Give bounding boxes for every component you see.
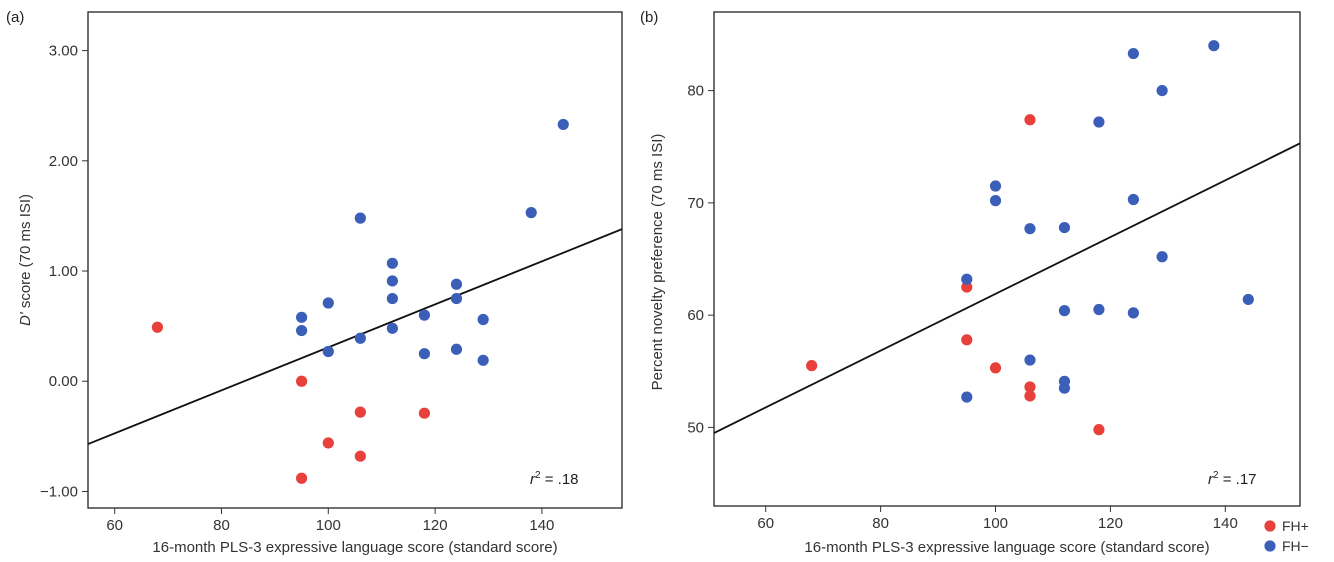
fh-minus-point xyxy=(386,275,398,287)
fh-minus-point xyxy=(1127,307,1139,319)
fh-minus-point xyxy=(386,292,398,305)
y-tick-label: 60 xyxy=(687,307,704,324)
fh-minus-point xyxy=(1093,303,1105,316)
y-tick-label: 2.00 xyxy=(49,153,78,170)
fh-minus-point xyxy=(296,324,308,337)
fh-plus-point xyxy=(296,472,308,484)
fh-minus-point xyxy=(477,354,489,366)
x-tick-label: 140 xyxy=(1213,515,1238,532)
x-tick-label: 60 xyxy=(757,515,774,532)
legend-swatch-fh-plus xyxy=(1264,520,1276,532)
fh-minus-point xyxy=(557,118,569,131)
fh-minus-point xyxy=(1058,382,1071,394)
fh-plus-point xyxy=(322,437,334,449)
legend: FH+ FH− xyxy=(1264,518,1309,554)
y-axis-title: D' score (70 ms ISI) xyxy=(17,194,34,326)
fh-minus-point xyxy=(1208,40,1220,52)
fh-minus-point xyxy=(296,311,308,323)
x-tick-label: 140 xyxy=(529,517,554,534)
fh-minus-point xyxy=(450,343,463,355)
plot-frame xyxy=(713,11,1301,507)
panel-label: (a) xyxy=(6,9,24,26)
fh-minus-point xyxy=(1127,193,1139,206)
fh-plus-point xyxy=(151,321,164,333)
r-squared-annotation: r2 = .17 xyxy=(1208,470,1257,488)
fh-plus-point xyxy=(1024,390,1036,402)
legend-label-fh-minus: FH− xyxy=(1282,538,1309,554)
fh-minus-point xyxy=(386,322,398,334)
fh-minus-point xyxy=(989,195,1002,207)
fh-minus-point xyxy=(450,278,463,290)
fh-minus-point xyxy=(525,207,537,219)
x-tick-label: 80 xyxy=(872,515,889,532)
fh-minus-point xyxy=(418,309,431,321)
legend-swatch-fh-minus xyxy=(1264,540,1276,552)
fh-plus-point xyxy=(296,375,308,387)
fh-minus-point xyxy=(1058,305,1071,317)
y-axis-title: Percent novelty preference (70 ms ISI) xyxy=(649,134,666,391)
fh-minus-point xyxy=(961,273,973,285)
fh-minus-point xyxy=(1024,354,1036,366)
fh-minus-point xyxy=(322,345,334,358)
fh-minus-point xyxy=(1127,47,1139,60)
fh-minus-point xyxy=(386,257,398,269)
fh-plus-point xyxy=(1093,424,1105,436)
fh-minus-point xyxy=(354,332,366,344)
y-tick-label: 0.00 xyxy=(49,373,78,390)
y-tick-label: 50 xyxy=(687,419,704,436)
fh-minus-point xyxy=(989,180,1002,192)
panel-a: 60 80 100 120 140 −1.00 0.00 1.00 2.00 3.00 (a) r2 … xyxy=(6,9,623,556)
x-tick-label: 100 xyxy=(983,515,1008,532)
fh-minus-point xyxy=(1093,116,1105,128)
fh-plus-point xyxy=(806,360,818,372)
fh-minus-point xyxy=(1058,221,1071,234)
y-tick-label: 3.00 xyxy=(49,43,78,60)
r-squared-annotation: r2 = .18 xyxy=(530,470,579,488)
legend-label-fh-plus: FH+ xyxy=(1282,518,1309,534)
x-tick-label: 80 xyxy=(213,517,230,534)
y-tick-label: −1.00 xyxy=(40,483,78,500)
fh-plus-point xyxy=(354,406,366,418)
fh-minus-point xyxy=(418,348,431,360)
panel-b: 60 80 100 120 140 50 60 70 80 (b) r2 = .17 16-month… xyxy=(640,9,1301,556)
y-tick-label: 80 xyxy=(687,83,704,100)
x-tick-label: 100 xyxy=(316,517,341,534)
fh-plus-point xyxy=(961,281,973,293)
fh-minus-point xyxy=(1156,251,1168,263)
fh-plus-point xyxy=(354,450,366,462)
fh-minus-point xyxy=(1024,223,1036,235)
y-tick-label: 70 xyxy=(687,195,704,212)
plot-frame xyxy=(87,11,623,509)
panel-label: (b) xyxy=(640,9,658,26)
regression-line xyxy=(714,142,1300,434)
x-axis-title: 16-month PLS-3 expressive language score… xyxy=(804,539,1209,556)
fh-plus-point xyxy=(961,334,973,346)
fh-minus-point xyxy=(1156,84,1168,97)
fh-minus-point xyxy=(1242,293,1254,306)
x-tick-label: 120 xyxy=(423,517,448,534)
x-tick-label: 60 xyxy=(106,517,123,534)
y-tick-label: 1.00 xyxy=(49,263,78,280)
fh-plus-point xyxy=(418,407,431,419)
fh-plus-point xyxy=(1024,381,1036,393)
fh-minus-point xyxy=(450,292,463,305)
fh-minus-point xyxy=(322,297,334,309)
x-axis-title: 16-month PLS-3 expressive language score… xyxy=(152,539,557,556)
fh-plus-point xyxy=(989,362,1002,374)
fh-minus-point xyxy=(961,391,973,403)
x-tick-label: 120 xyxy=(1098,515,1123,532)
fh-minus-point xyxy=(354,212,366,224)
fh-plus-point xyxy=(1024,114,1036,126)
fh-minus-point xyxy=(477,313,489,326)
